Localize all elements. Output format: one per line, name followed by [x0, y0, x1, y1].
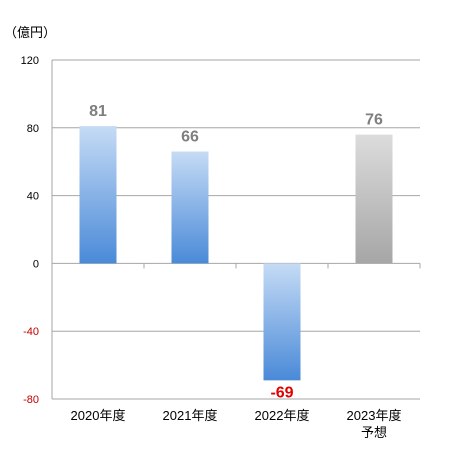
x-tick-label: 2021年度 [163, 408, 218, 423]
x-tick-label: 2022年度 [255, 408, 310, 423]
data-label: 66 [181, 129, 199, 146]
bar [263, 263, 301, 381]
data-label: -69 [270, 384, 293, 401]
y-tick-label: 120 [21, 55, 39, 67]
data-labels: 81 66 -69 76 [89, 103, 383, 401]
y-axis-unit-label: （億円） [4, 25, 56, 40]
x-tick-label: 2023年度 [347, 408, 402, 423]
y-tick-label: 40 [27, 191, 39, 203]
bar [171, 151, 209, 264]
y-tick-label: 0 [33, 258, 39, 270]
x-tick-label: 2020年度 [71, 408, 126, 423]
data-label: 76 [365, 112, 383, 129]
y-axis-ticks: 120 80 40 0 -40 -80 [21, 55, 39, 406]
y-tick-label: 80 [27, 123, 39, 135]
bars [79, 126, 393, 381]
x-tick-label: 予想 [361, 425, 387, 440]
y-tick-label: -40 [23, 326, 39, 338]
bar [79, 126, 117, 264]
data-label: 81 [89, 103, 107, 120]
bar-forecast [355, 134, 393, 264]
y-tick-label: -80 [23, 394, 39, 406]
